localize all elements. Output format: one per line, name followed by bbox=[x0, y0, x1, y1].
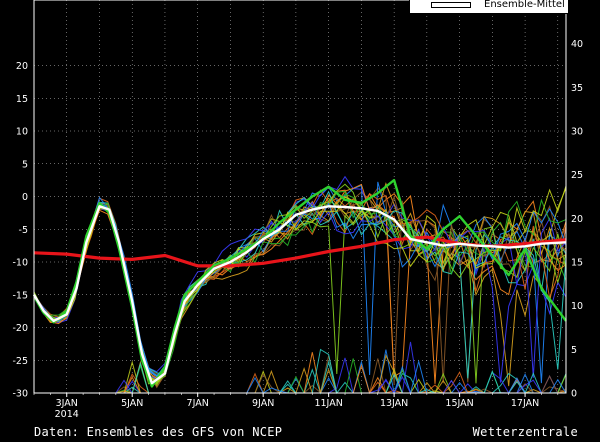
x-year-label: 2014 bbox=[55, 409, 79, 420]
precip-member-line bbox=[34, 373, 567, 394]
x-tick-label: 15JAN bbox=[445, 398, 473, 409]
y-left-tick-label: 15 bbox=[16, 94, 28, 105]
legend: Ensemble-Mittel bbox=[409, 0, 569, 14]
x-tick-label: 3JAN bbox=[56, 398, 78, 409]
y-right-tick-label: 15 bbox=[571, 258, 583, 269]
ensemble-mean-line bbox=[32, 205, 567, 385]
y-left-tick-label: -30 bbox=[12, 389, 28, 400]
y-right-tick-label: 35 bbox=[571, 83, 583, 94]
x-tick-label: 7JAN bbox=[187, 398, 209, 409]
axes: 20 15 10 5 0 -5 -10 -15 -20 -25 -30 40 35 30 25 20 15 10 5… bbox=[12, 0, 583, 420]
y-left-tick-label: 0 bbox=[22, 192, 28, 203]
operational-run-line bbox=[32, 178, 567, 388]
y-right-tick-label: 20 bbox=[571, 214, 583, 225]
grid bbox=[33, 0, 566, 394]
x-tick-label: 13JAN bbox=[380, 398, 408, 409]
legend-swatch-mean bbox=[431, 2, 471, 8]
y-right-tick-label: 10 bbox=[571, 301, 583, 312]
y-left-tick-label: -5 bbox=[19, 225, 28, 236]
y-left-tick-label: -15 bbox=[12, 290, 28, 301]
y-left-tick-label: 10 bbox=[16, 127, 28, 138]
y-right-tick-label: 25 bbox=[571, 170, 583, 181]
ensemble-members bbox=[33, 175, 567, 395]
data-source-text: Daten: Ensembles des GFS von NCEP bbox=[34, 425, 283, 439]
y-left-tick-label: -20 bbox=[12, 323, 28, 334]
x-tick-label: 9JAN bbox=[252, 398, 274, 409]
brand-name: Wetterzentrale bbox=[472, 425, 578, 439]
legend-label-mean: Ensemble-Mittel bbox=[484, 0, 565, 10]
y-right-tick-label: 30 bbox=[571, 127, 583, 138]
y-left-tick-label: -25 bbox=[12, 356, 28, 367]
y-left-tick-label: -10 bbox=[12, 258, 28, 269]
y-right-tick-label: 0 bbox=[571, 389, 577, 400]
y-right-tick-label: 40 bbox=[571, 39, 583, 50]
plot-frame bbox=[33, 0, 567, 394]
main-series bbox=[32, 178, 567, 388]
x-tick-label: 5JAN bbox=[121, 398, 143, 409]
y-left-tick-label: 5 bbox=[22, 159, 28, 170]
ensemble-member-line bbox=[33, 201, 567, 377]
x-tick-label: 11JAN bbox=[314, 398, 342, 409]
x-tick-label: 17JAN bbox=[511, 398, 539, 409]
y-left-tick-label: 20 bbox=[16, 61, 28, 72]
y-right-tick-label: 5 bbox=[571, 345, 577, 356]
